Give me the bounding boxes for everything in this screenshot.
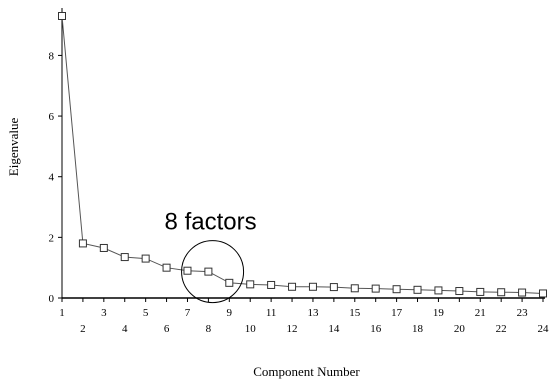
data-point-marker [99, 243, 108, 252]
x-tick-label: 22 [496, 323, 507, 335]
tick-marks [58, 54, 544, 302]
data-point-marker [518, 288, 527, 297]
data-point-marker [392, 285, 401, 294]
y-tick-label: 4 [49, 172, 55, 184]
data-point-marker [288, 282, 297, 291]
x-tick-label: 15 [349, 307, 361, 319]
data-point-marker [539, 289, 547, 298]
data-point-marker [497, 288, 506, 297]
x-tick-label: 12 [287, 323, 298, 335]
data-point-marker [371, 284, 380, 293]
data-point-marker [141, 254, 150, 263]
tick-labels: 0246812345678910111213141516171819202122… [49, 50, 549, 335]
x-tick-label: 4 [122, 323, 128, 335]
data-point-marker [58, 12, 66, 20]
data-point-marker [78, 239, 87, 248]
x-tick-label: 5 [143, 307, 149, 319]
data-point-marker [329, 283, 338, 292]
y-tick-label: 2 [49, 232, 55, 244]
data-point-marker [246, 280, 255, 289]
annotations: 8 factors [165, 209, 257, 304]
data-point-marker [350, 284, 359, 293]
data-point-marker [434, 286, 443, 295]
x-tick-label: 8 [206, 323, 212, 335]
x-tick-label: 23 [517, 307, 529, 319]
x-axis-title: Component Number [253, 364, 360, 379]
data-point-marker [267, 280, 276, 289]
y-axis-title: Eigenvalue [6, 118, 21, 177]
x-tick-label: 19 [433, 307, 445, 319]
data-point-marker [204, 267, 213, 276]
data-point-marker [413, 285, 422, 294]
x-tick-label: 24 [538, 323, 549, 335]
x-tick-label: 3 [101, 307, 107, 319]
x-tick-label: 18 [412, 323, 424, 335]
x-tick-label: 14 [328, 323, 340, 335]
x-tick-label: 16 [370, 323, 382, 335]
series-line [61, 15, 544, 294]
data-point-marker [183, 266, 192, 275]
data-point-marker [120, 253, 129, 262]
data-point-marker [308, 282, 317, 291]
data-point-marker [225, 278, 234, 287]
x-tick-label: 11 [266, 307, 277, 319]
y-tick-label: 8 [49, 50, 55, 62]
x-tick-label: 2 [80, 323, 86, 335]
x-tick-label: 21 [475, 307, 486, 319]
axes [61, 8, 545, 299]
x-tick-label: 13 [307, 307, 319, 319]
series-layer [58, 12, 547, 298]
data-point-marker [476, 287, 485, 296]
data-point-marker [455, 287, 464, 296]
y-tick-label: 6 [49, 111, 55, 123]
y-tick-label: 0 [49, 293, 55, 305]
x-tick-label: 6 [164, 323, 170, 335]
x-tick-label: 7 [185, 307, 191, 319]
annotation-circle [181, 240, 245, 304]
data-point-marker [162, 263, 171, 272]
x-tick-label: 20 [454, 323, 466, 335]
x-tick-label: 17 [391, 307, 403, 319]
annotation-label: 8 factors [165, 209, 257, 236]
x-tick-label: 10 [245, 323, 257, 335]
x-tick-label: 9 [227, 307, 233, 319]
x-tick-label: 1 [59, 307, 65, 319]
